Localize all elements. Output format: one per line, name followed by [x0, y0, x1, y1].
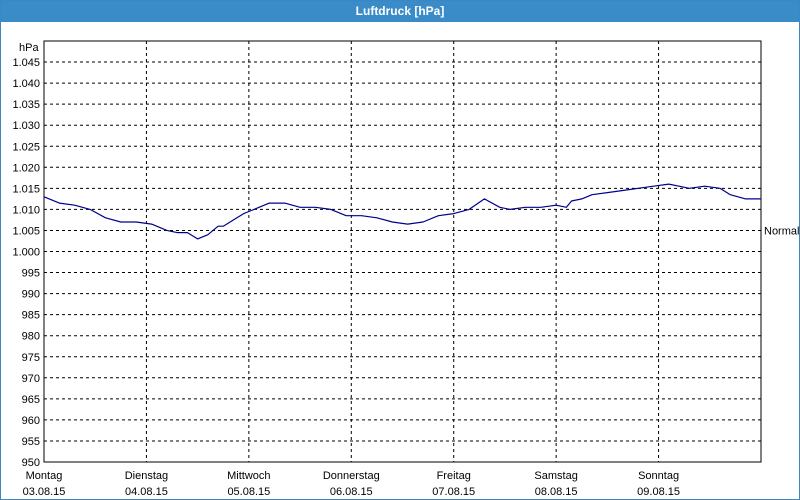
- y-tick-label: 950: [22, 457, 40, 469]
- y-tick-label: 1.025: [12, 141, 40, 153]
- x-tick-date: 03.08.15: [23, 486, 66, 498]
- x-tick-day: Samstag: [534, 470, 577, 482]
- x-tick-day: Sonntag: [638, 470, 679, 482]
- x-tick-date: 07.08.15: [432, 486, 475, 498]
- y-tick-label: 980: [22, 331, 40, 343]
- x-tick-date: 09.08.15: [637, 486, 680, 498]
- window-title: Luftdruck [hPa]: [1, 1, 799, 22]
- pressure-chart: 950 955 960 965 970 975 980 985 990 995 1.000 1.005…: [12, 40, 799, 498]
- pressure-series-line: [43, 183, 761, 240]
- y-axis-labels: 950 955 960 965 970 975 980 985 990 995 1.000 1.005…: [12, 57, 40, 469]
- y-tick-label: 985: [22, 310, 40, 322]
- x-tick-date: 06.08.15: [330, 486, 373, 498]
- y-tick-label: 1.000: [12, 247, 40, 259]
- series-layer: [43, 183, 761, 240]
- x-tick-day: Dienstag: [125, 470, 168, 482]
- y-tick-label: 1.015: [12, 183, 40, 195]
- plot-frame: [43, 40, 762, 463]
- x-tick-day: Mittwoch: [227, 470, 270, 482]
- y-tick-label: 965: [22, 394, 40, 406]
- y-tick-label: 1.010: [12, 204, 40, 216]
- y-tick-label: 970: [22, 373, 40, 385]
- y-tick-label: 1.035: [12, 99, 40, 111]
- y-tick-label: 1.040: [12, 78, 40, 90]
- y-tick-label: 1.030: [12, 120, 40, 132]
- normal-reference-label: Normal: [764, 225, 799, 237]
- x-tick-date: 08.08.15: [535, 486, 578, 498]
- horizontal-grid: [44, 61, 761, 442]
- y-tick-label: 960: [22, 415, 40, 427]
- x-tick-day: Donnerstag: [323, 470, 380, 482]
- x-tick-date: 05.08.15: [227, 486, 270, 498]
- y-tick-label: 955: [22, 436, 40, 448]
- y-tick-label: 975: [22, 352, 40, 364]
- x-axis-labels: Montag 03.08.15 Dienstag 04.08.15 Mittwoch 05…: [23, 470, 680, 498]
- y-tick-label: 1.020: [12, 162, 40, 174]
- y-tick-label: 1.045: [12, 57, 40, 69]
- y-tick-label: 1.005: [12, 225, 40, 237]
- y-tick-label: 995: [22, 268, 40, 280]
- y-axis-unit: hPa: [19, 42, 39, 54]
- vertical-grid: [145, 41, 660, 462]
- x-tick-date: 04.08.15: [125, 486, 168, 498]
- y-tick-label: 990: [22, 289, 40, 301]
- x-tick-day: Montag: [26, 470, 63, 482]
- x-tick-day: Freitag: [437, 470, 471, 482]
